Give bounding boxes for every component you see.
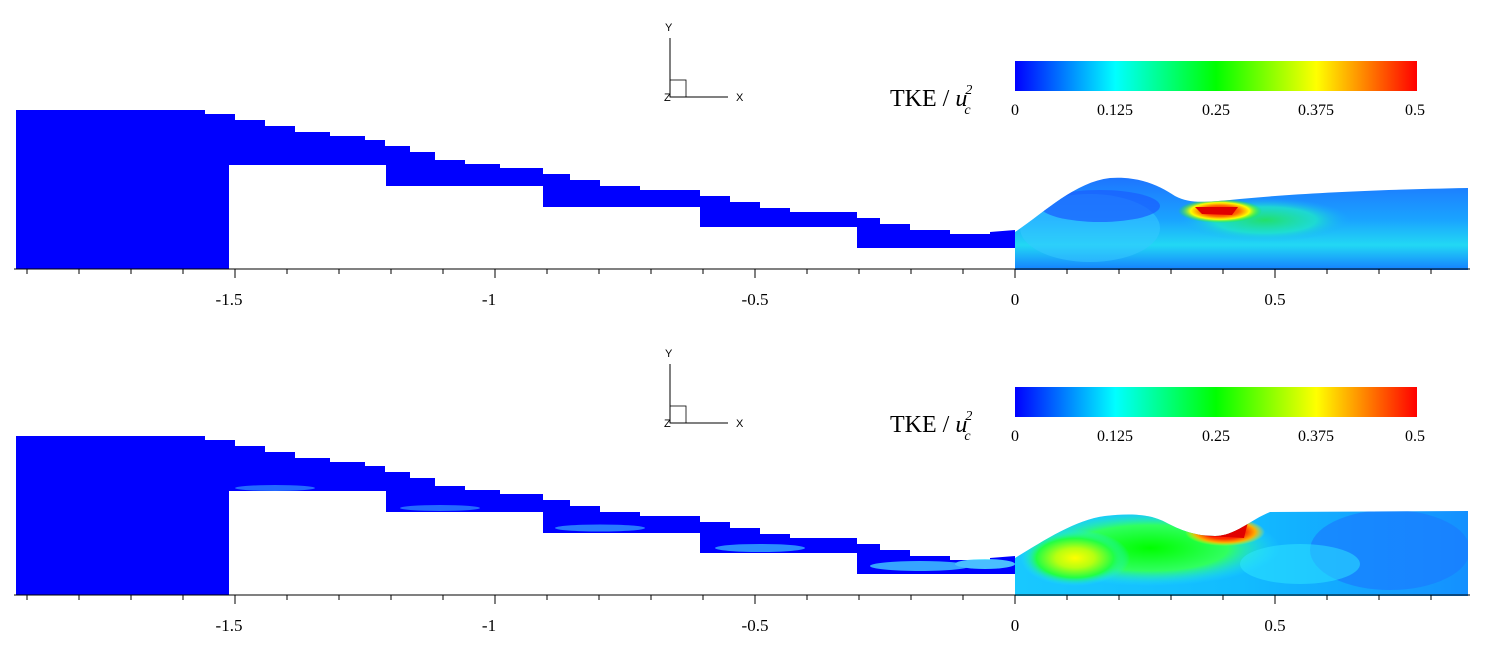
colorbar-title-var: u [955,86,967,112]
colorbar-tick-label: 0 [1011,102,1019,119]
contour-panel-top: -1.5 -1 -0.5 0 0.5 Y X Z TKE / u2 c 0 0.1… [0,0,1485,326]
colorbar-title: TKE / u2 c [890,83,972,118]
colorbar-title: TKE / u2 c [890,409,972,444]
x-tick-label: 0.5 [1264,616,1285,635]
axis-triad-top: Y X Z [664,22,744,104]
x-ticks-bottom [26,595,1432,604]
colorbar-tick-label: 0.375 [1298,102,1334,119]
shear-layer-streaks [235,485,1015,571]
colorbar-title-var: u [955,412,967,438]
colorbar-top: TKE / u2 c 0 0.125 0.25 0.375 0.5 [890,61,1425,119]
triad-y-label: Y [665,348,673,360]
triad-y-label: Y [665,22,673,34]
downstream-tke-field [1015,177,1468,270]
upstream-channel [16,110,1015,269]
triad-z-label: Z [664,418,671,430]
downstream-tke-field [1015,511,1468,596]
colorbar-tick-label: 0.25 [1202,428,1230,445]
colorbar-tick-label: 0.25 [1202,102,1230,119]
colorbar-title-sup: 2 [965,409,972,424]
contour-plot-bottom: -1.5 -1 -0.5 0 0.5 Y X Z TKE / u2 c 0 0.1… [14,348,1470,635]
x-tick-label: 0.5 [1264,290,1285,309]
x-tick-label: -1 [482,290,496,309]
colorbar-bottom: TKE / u2 c 0 0.125 0.25 0.375 0.5 [890,387,1425,445]
x-ticks-top [26,269,1432,278]
contour-plot-top: -1.5 -1 -0.5 0 0.5 Y X Z TKE / u2 c 0 0.1… [14,22,1470,309]
x-tick-label: 0 [1011,616,1020,635]
colorbar-tick-label: 0.5 [1405,428,1425,445]
colorbar-tick-label: 0.125 [1097,428,1133,445]
x-tick-label: -1 [482,616,496,635]
colorbar-title-sub: c [964,103,971,118]
colorbar-title-text: TKE / [890,412,955,438]
contour-panel-bottom: -1.5 -1 -0.5 0 0.5 Y X Z TKE / u2 c 0 0.1… [0,326,1485,652]
colorbar-tick-label: 0.375 [1298,428,1334,445]
x-tick-label: -0.5 [742,616,769,635]
x-tick-label: -1.5 [216,290,243,309]
colorbar-tick-label: 0.5 [1405,102,1425,119]
triad-z-label: Z [664,92,671,104]
upstream-channel [16,436,1015,595]
x-tick-label: -1.5 [216,616,243,635]
colorbar-tick-label: 0.125 [1097,102,1133,119]
colorbar-title-sup: 2 [965,83,972,98]
x-tick-label: -0.5 [742,290,769,309]
colorbar-gradient [1015,61,1417,91]
triad-x-label: X [736,92,744,104]
colorbar-tick-label: 0 [1011,428,1019,445]
colorbar-title-text: TKE / [890,86,955,112]
colorbar-gradient [1015,387,1417,417]
axis-triad-bottom: Y X Z [664,348,744,430]
x-tick-label: 0 [1011,290,1020,309]
triad-x-label: X [736,418,744,430]
colorbar-title-sub: c [964,429,971,444]
